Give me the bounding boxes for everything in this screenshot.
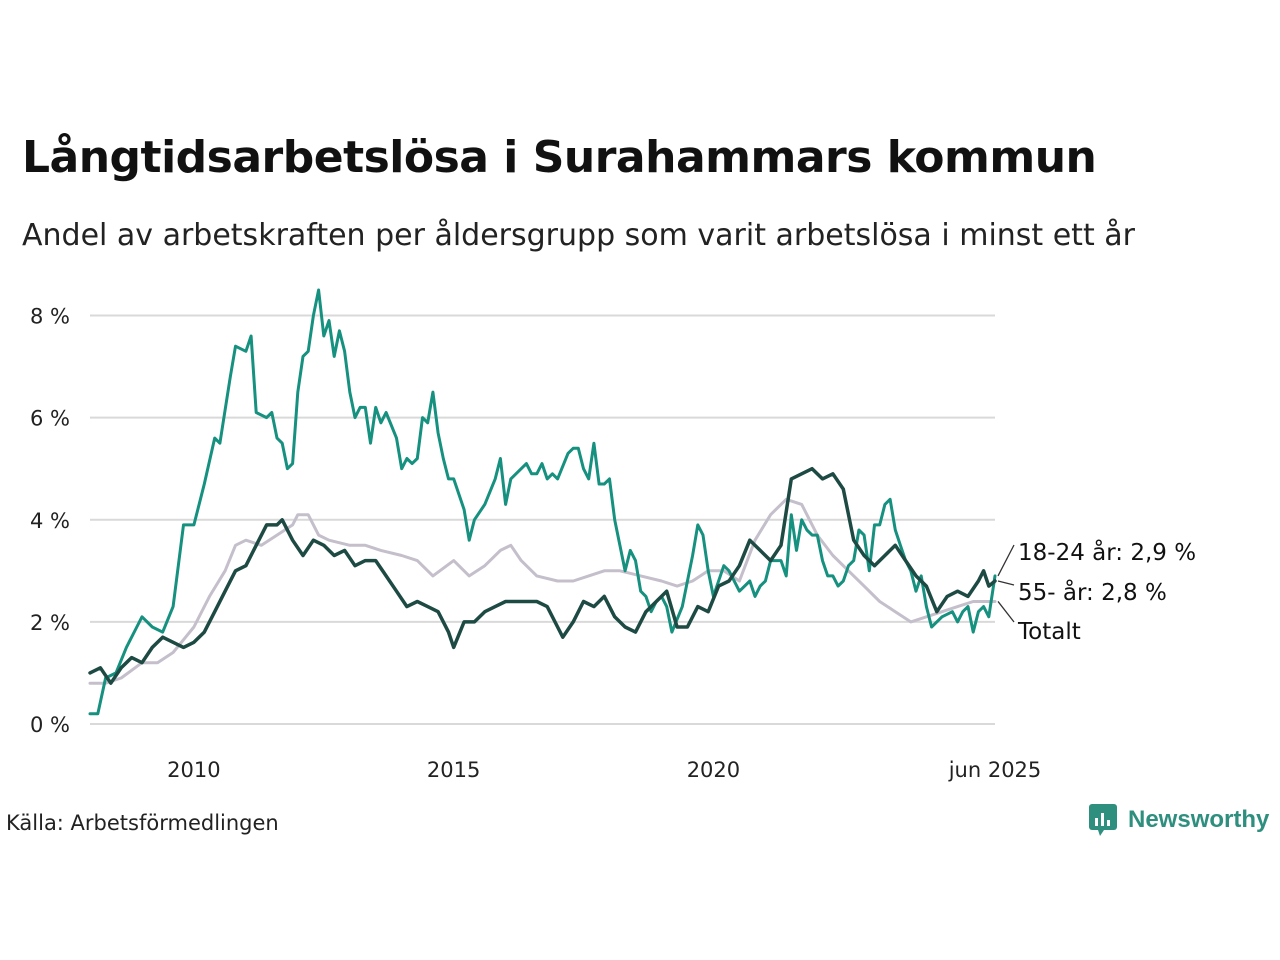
y-tick-label: 0 %: [30, 713, 70, 737]
y-tick-label: 8 %: [30, 305, 70, 329]
x-tick-label: 2015: [427, 758, 480, 782]
y-tick-label: 2 %: [30, 611, 70, 635]
newsworthy-wordmark: Newsworthy: [1128, 806, 1270, 833]
leader-line-young: [997, 544, 1015, 577]
series-end-label-old: 55- år: 2,8 %: [1018, 578, 1167, 606]
end-labels: Totalt 18-24 år: 2,9 % 55- år: 2,8 %: [997, 538, 1196, 645]
y-axis: 0 % 2 % 4 % 6 % 8 %: [30, 305, 70, 737]
chart-subtitle: Andel av arbetskraften per åldersgrupp s…: [22, 218, 1135, 253]
grid: [90, 314, 995, 725]
newsworthy-logo[interactable]: Newsworthy: [1088, 803, 1269, 837]
series-end-label-total: Totalt: [1017, 619, 1081, 645]
leader-line-old: [997, 580, 1015, 586]
y-tick-label: 4 %: [30, 509, 70, 533]
series-line-total: [88, 497, 997, 685]
x-tick-label: 2020: [687, 758, 740, 782]
source-note: Källa: Arbetsförmedlingen: [6, 811, 279, 835]
leader-line-total: [997, 601, 1015, 623]
y-tick-label: 6 %: [30, 407, 70, 431]
x-axis: 2010 2015 2020 jun 2025: [167, 758, 1041, 782]
x-tick-label: jun 2025: [948, 758, 1042, 782]
series-lines: [88, 288, 997, 716]
series-line-old: [88, 466, 997, 685]
chart-title: Långtidsarbetslösa i Surahammars kommun: [22, 132, 1097, 183]
x-tick-label: 2010: [167, 758, 220, 782]
series-end-label-young: 18-24 år: 2,9 %: [1018, 538, 1196, 566]
series-line-young: [88, 288, 997, 716]
newsworthy-logo-icon: [1089, 804, 1117, 836]
